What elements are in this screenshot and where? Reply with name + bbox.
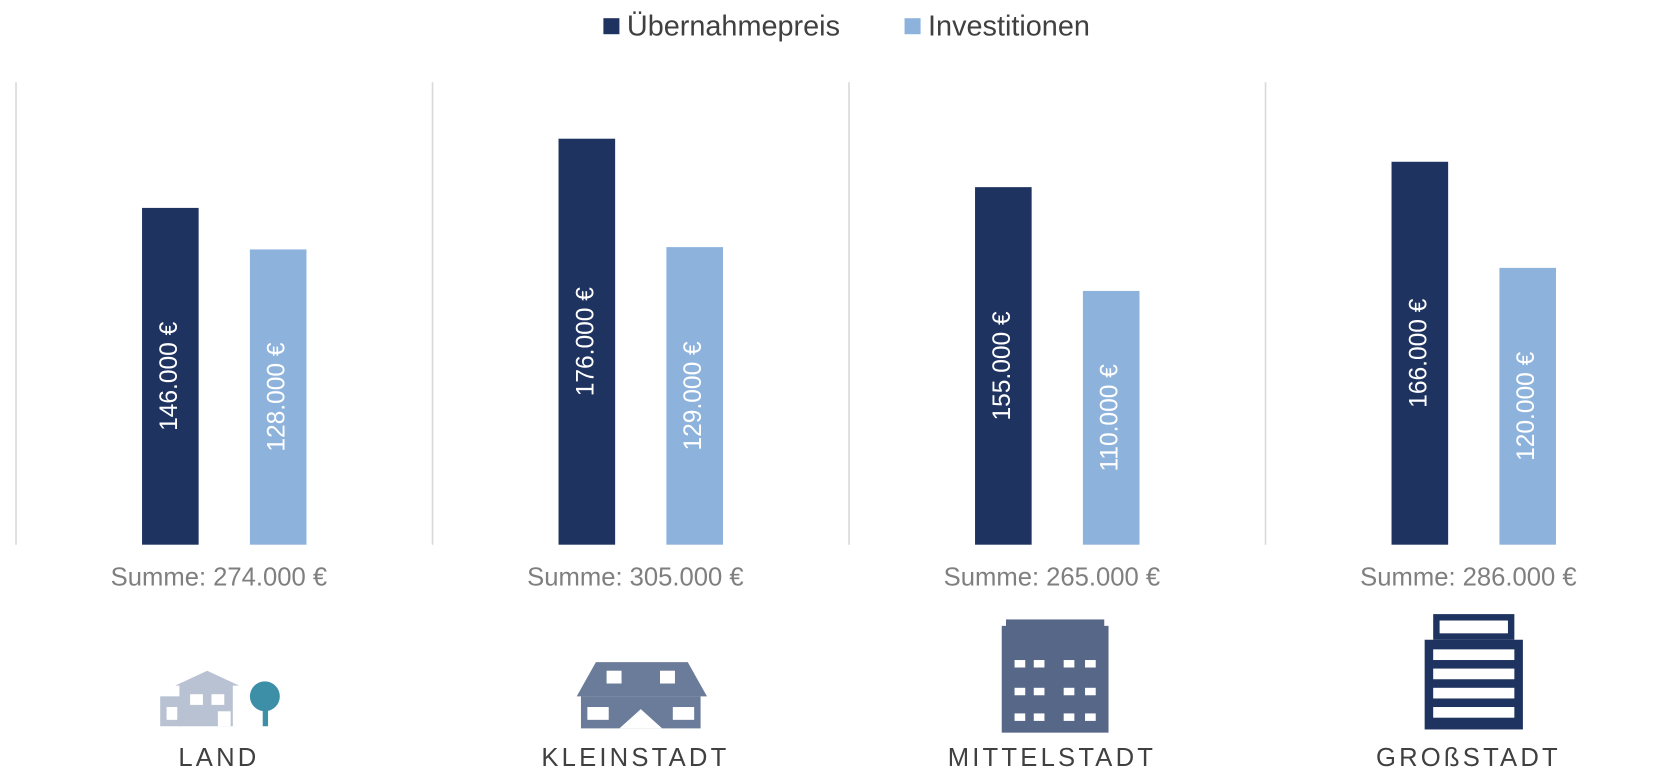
value-label: 128.000 € bbox=[264, 342, 291, 452]
bar bbox=[142, 207, 199, 545]
bar bbox=[666, 247, 724, 545]
value-label: 129.000 € bbox=[680, 341, 707, 451]
value-label: 155.000 € bbox=[989, 311, 1016, 421]
legend-swatch bbox=[904, 18, 921, 35]
value-label: 166.000 € bbox=[1405, 298, 1432, 408]
value-label: 176.000 € bbox=[572, 287, 599, 397]
sum-label: Summe: 305.000 € bbox=[527, 564, 744, 592]
value-label: 146.000 € bbox=[156, 321, 183, 431]
bar bbox=[249, 249, 307, 545]
icon-land bbox=[160, 670, 280, 727]
legend-swatch bbox=[603, 18, 620, 35]
icon-grossstadt bbox=[1424, 614, 1523, 730]
legend-label: Investitionen bbox=[928, 10, 1090, 42]
category-label: MITTELSTADT bbox=[948, 744, 1156, 769]
category-label: LAND bbox=[178, 744, 259, 769]
bar bbox=[975, 187, 1032, 545]
bar bbox=[1082, 290, 1140, 545]
category-label: KLEINSTADT bbox=[541, 744, 729, 769]
bar bbox=[1499, 267, 1557, 545]
bar bbox=[558, 138, 616, 545]
sum-label: Summe: 274.000 € bbox=[111, 564, 328, 592]
icon-kleinstadt bbox=[576, 662, 707, 729]
sum-label: Summe: 265.000 € bbox=[944, 564, 1161, 592]
bar bbox=[1391, 161, 1449, 545]
icon-mittelstadt bbox=[1001, 619, 1109, 733]
value-label: 120.000 € bbox=[1513, 351, 1540, 461]
value-label: 110.000 € bbox=[1097, 364, 1124, 472]
legend-label: Übernahmepreis bbox=[627, 10, 840, 42]
category-label: GROßSTADT bbox=[1376, 744, 1561, 769]
sum-label: Summe: 286.000 € bbox=[1360, 564, 1577, 592]
